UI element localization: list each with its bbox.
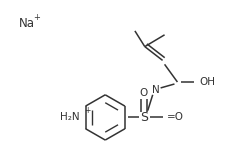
Text: H₂N: H₂N [60,112,80,122]
Text: OH: OH [199,77,215,87]
Text: +: + [33,13,40,22]
Text: N: N [152,85,160,95]
Text: Na: Na [19,17,35,30]
Text: S: S [140,111,148,124]
Text: +: + [84,106,91,115]
Text: =O: =O [167,112,183,122]
Text: O: O [140,88,148,98]
